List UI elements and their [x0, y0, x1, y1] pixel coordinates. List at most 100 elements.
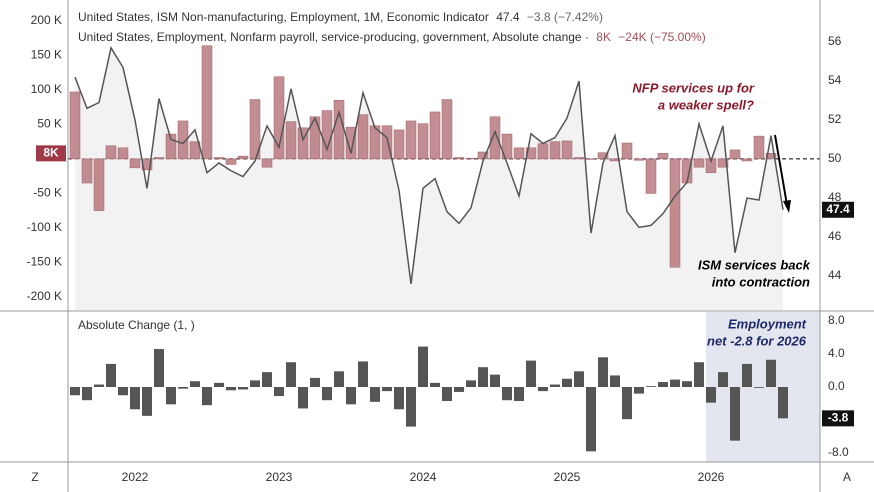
bar — [549, 141, 561, 160]
bar — [117, 147, 129, 160]
bar — [81, 158, 93, 184]
line — [74, 45, 784, 284]
y-tick-label: 56 — [828, 34, 842, 48]
annotation: NFP services up for — [632, 80, 755, 95]
plot — [68, 45, 820, 452]
annotation: ISM services back — [698, 257, 811, 272]
bar — [682, 381, 692, 387]
bar — [93, 158, 105, 211]
y-tick-label: -50 K — [33, 186, 62, 200]
value-badge — [36, 145, 66, 162]
bar — [658, 382, 668, 387]
bar — [573, 157, 585, 160]
bar — [105, 145, 117, 160]
bar — [597, 152, 609, 160]
bar — [490, 374, 500, 387]
y-tick-label: -8.0 — [828, 445, 849, 459]
corner-label[interactable]: A — [843, 470, 851, 484]
bar — [610, 375, 620, 387]
bar — [586, 387, 596, 452]
bar — [285, 121, 297, 160]
bar — [646, 386, 656, 387]
bar — [418, 346, 428, 387]
legend-nfp-name: United States, Employment, Nonfarm payro… — [78, 30, 589, 44]
bar — [766, 359, 776, 387]
bar — [177, 120, 189, 160]
bar — [129, 158, 141, 169]
bar — [286, 362, 296, 387]
bar — [130, 387, 140, 410]
bar — [730, 387, 740, 441]
bar — [778, 387, 788, 419]
bar — [718, 372, 728, 387]
bar — [178, 387, 188, 389]
bar — [237, 155, 249, 160]
arrow — [774, 134, 788, 206]
x-tick-label: 2026 — [698, 470, 725, 484]
bar — [550, 384, 560, 387]
bar — [634, 387, 644, 394]
value-badge-label: 8K — [43, 146, 59, 160]
value-badge — [822, 201, 854, 218]
bar — [669, 158, 681, 268]
bar — [154, 349, 164, 387]
bar — [429, 111, 441, 160]
bar — [598, 357, 608, 387]
annotation: net -2.8 for 2026 — [707, 333, 807, 348]
bar — [393, 129, 405, 160]
bar — [141, 158, 153, 171]
corner-label[interactable]: Z — [31, 470, 38, 484]
value-badge — [822, 410, 854, 427]
bar — [633, 158, 645, 161]
bar — [489, 116, 501, 160]
bar — [405, 120, 417, 160]
bar — [345, 126, 357, 160]
bar — [166, 387, 176, 405]
y-tick-label: 50 K — [37, 117, 62, 131]
x-tick-label: 2025 — [554, 470, 581, 484]
bar — [645, 158, 657, 194]
bar — [381, 125, 393, 160]
y-tick-label: 44 — [828, 268, 842, 282]
bar — [754, 387, 764, 388]
bar — [477, 151, 489, 160]
y-tick-label: 8.0 — [828, 313, 845, 327]
y-tick-label: 46 — [828, 229, 842, 243]
bar — [562, 378, 572, 387]
y-tick-label: 100 K — [31, 82, 62, 96]
bar — [741, 158, 753, 162]
value-badge-label: 47.4 — [826, 202, 850, 216]
bar — [201, 45, 213, 160]
bar — [430, 382, 440, 387]
bar — [729, 149, 741, 160]
y-tick-label: -100 K — [27, 220, 62, 234]
bar — [538, 387, 548, 392]
bar — [670, 379, 680, 387]
bar — [310, 377, 320, 387]
legend-nfp-last: 8K — [596, 30, 611, 44]
bar — [213, 157, 225, 160]
legend-nfp: United States, Employment, Nonfarm payro… — [78, 30, 706, 44]
bar — [142, 387, 152, 416]
bar — [226, 387, 236, 391]
bar — [394, 387, 404, 410]
bar — [742, 363, 752, 387]
bar — [94, 384, 104, 387]
y-tick-label: -200 K — [27, 289, 62, 303]
bar — [561, 140, 573, 160]
bar — [502, 387, 512, 401]
bar — [453, 157, 465, 160]
panel-title: Absolute Change (1, ) — [78, 318, 195, 332]
bar — [261, 158, 273, 168]
annotation: into contraction — [712, 274, 810, 289]
bar — [442, 387, 452, 402]
bar — [693, 158, 705, 168]
bar — [273, 76, 285, 160]
bar — [753, 135, 765, 160]
bar — [717, 158, 729, 168]
bar — [118, 387, 128, 396]
bar — [706, 387, 716, 403]
arrow-head — [783, 200, 791, 213]
legend-ism-last: 47.4 — [496, 10, 520, 24]
